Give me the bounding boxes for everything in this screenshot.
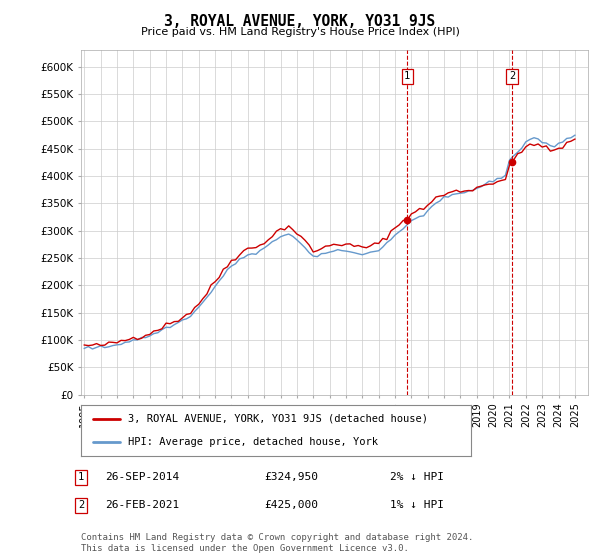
Text: £324,950: £324,950 <box>264 472 318 482</box>
Text: 26-SEP-2014: 26-SEP-2014 <box>105 472 179 482</box>
Text: 1% ↓ HPI: 1% ↓ HPI <box>390 500 444 510</box>
Text: 1: 1 <box>78 472 84 482</box>
Text: 2: 2 <box>78 500 84 510</box>
Text: Contains HM Land Registry data © Crown copyright and database right 2024.
This d: Contains HM Land Registry data © Crown c… <box>81 533 473 553</box>
Text: 2: 2 <box>509 71 515 81</box>
Text: HPI: Average price, detached house, York: HPI: Average price, detached house, York <box>128 437 378 447</box>
Text: 3, ROYAL AVENUE, YORK, YO31 9JS (detached house): 3, ROYAL AVENUE, YORK, YO31 9JS (detache… <box>128 414 428 424</box>
Text: 26-FEB-2021: 26-FEB-2021 <box>105 500 179 510</box>
Text: 3, ROYAL AVENUE, YORK, YO31 9JS: 3, ROYAL AVENUE, YORK, YO31 9JS <box>164 14 436 29</box>
Text: 2% ↓ HPI: 2% ↓ HPI <box>390 472 444 482</box>
Text: 1: 1 <box>404 71 410 81</box>
Text: £425,000: £425,000 <box>264 500 318 510</box>
Text: Price paid vs. HM Land Registry's House Price Index (HPI): Price paid vs. HM Land Registry's House … <box>140 27 460 37</box>
